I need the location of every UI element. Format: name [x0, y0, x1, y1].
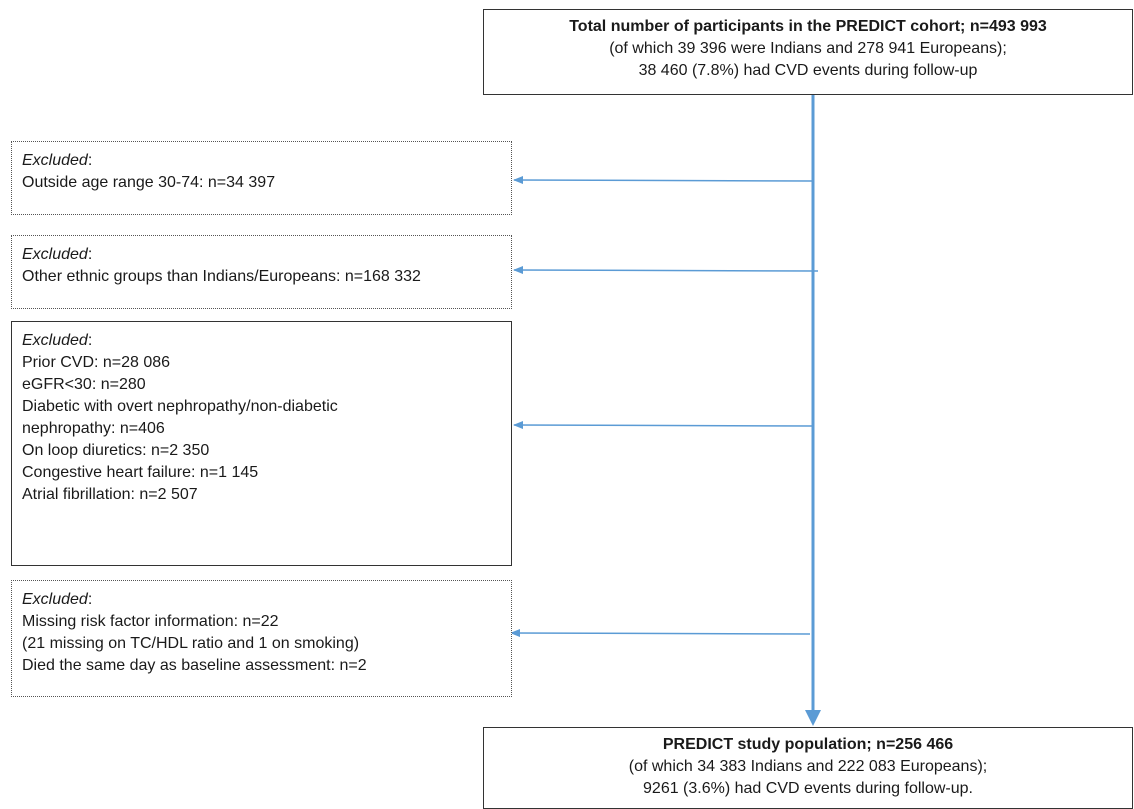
cohort-total-events: 38 460 (7.8%) had CVD events during foll… [638, 62, 978, 79]
study-population-box: PREDICT study population; n=256 466 (of … [483, 727, 1133, 809]
cohort-total-subtitle: (of which 39 396 were Indians and 278 94… [609, 40, 1007, 57]
exclusion-item: nephropathy: n=406 [22, 420, 165, 437]
exclusion-box-missing: Excluded: Missing risk factor informatio… [11, 580, 512, 697]
exclusion-item: Outside age range 30-74: n=34 397 [22, 174, 276, 191]
exclusion-item: Congestive heart failure: n=1 145 [22, 464, 259, 481]
exclusion-item: Died the same day as baseline assessment… [22, 657, 367, 674]
cohort-total-box: Total number of participants in the PRED… [483, 9, 1133, 95]
exclusion-item: Other ethnic groups than Indians/Europea… [22, 268, 421, 285]
exclusion-box-ethnicity: Excluded: Other ethnic groups than India… [11, 235, 512, 309]
study-population-events: 9261 (3.6%) had CVD events during follow… [643, 780, 973, 797]
exclusion-heading: Excluded: [22, 332, 93, 349]
study-population-title: PREDICT study population; n=256 466 [662, 736, 954, 753]
exclusion-item: On loop diuretics: n=2 350 [22, 442, 210, 459]
exclusion-arrow-4 [510, 629, 811, 638]
exclusion-box-age: Excluded: Outside age range 30-74: n=34 … [11, 141, 512, 215]
exclusion-item: (21 missing on TC/HDL ratio and 1 on smo… [22, 635, 360, 652]
exclusion-item: Atrial fibrillation: n=2 507 [22, 486, 198, 503]
exclusion-box-clinical: Excluded: Prior CVD: n=28 086 eGFR<30: n… [11, 321, 512, 566]
exclusion-item: eGFR<30: n=280 [22, 376, 146, 393]
main-flow-arrowhead [805, 710, 821, 726]
cohort-total-title: Total number of participants in the PRED… [569, 18, 1047, 35]
exclusion-heading: Excluded: [22, 246, 93, 263]
exclusion-arrow-2 [513, 266, 819, 275]
exclusion-item: Diabetic with overt nephropathy/non-diab… [22, 398, 338, 415]
exclusion-arrow-1 [513, 176, 813, 185]
exclusion-arrow-3 [513, 421, 813, 430]
exclusion-item: Missing risk factor information: n=22 [22, 613, 279, 630]
exclusion-heading: Excluded: [22, 591, 93, 608]
exclusion-item: Prior CVD: n=28 086 [22, 354, 171, 371]
study-population-subtitle: (of which 34 383 Indians and 222 083 Eur… [628, 758, 988, 775]
exclusion-heading: Excluded: [22, 152, 93, 169]
